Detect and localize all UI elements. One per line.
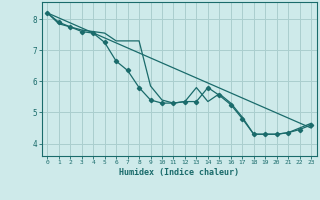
X-axis label: Humidex (Indice chaleur): Humidex (Indice chaleur) (119, 168, 239, 177)
